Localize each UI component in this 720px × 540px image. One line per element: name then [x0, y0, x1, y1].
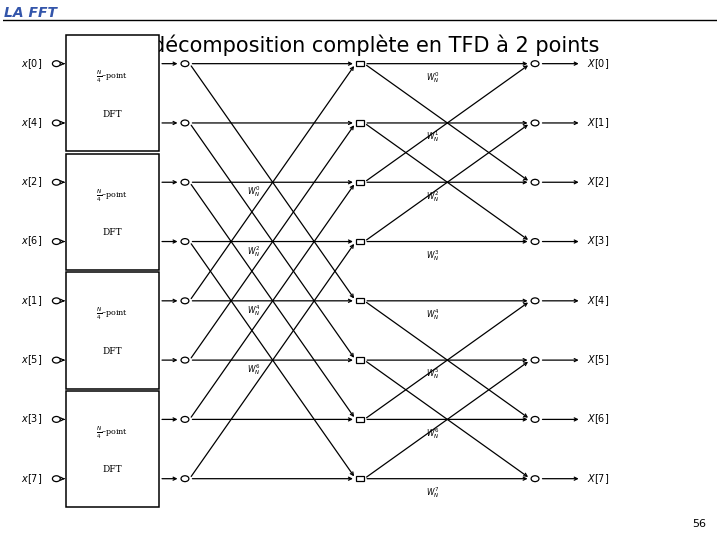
Circle shape: [53, 357, 60, 363]
Bar: [356, 239, 364, 244]
Text: $W_N^0$: $W_N^0$: [248, 184, 261, 199]
Circle shape: [531, 476, 539, 482]
Text: $\frac{N}{4}$–point: $\frac{N}{4}$–point: [96, 187, 128, 204]
Text: 56: 56: [693, 519, 706, 529]
Bar: [66, 154, 158, 270]
Text: $W_N^4$: $W_N^4$: [426, 307, 439, 322]
Text: $W_N^3$: $W_N^3$: [426, 248, 439, 263]
Text: $X[0]$: $X[0]$: [588, 57, 609, 71]
Text: DFT: DFT: [102, 110, 122, 119]
Text: $x[7]$: $x[7]$: [21, 472, 42, 485]
Circle shape: [53, 476, 60, 482]
Text: $X[6]$: $X[6]$: [588, 413, 609, 426]
Text: DFT: DFT: [102, 228, 122, 237]
Circle shape: [181, 120, 189, 126]
Circle shape: [531, 60, 539, 66]
Text: $X[5]$: $X[5]$: [588, 353, 609, 367]
Text: $X[3]$: $X[3]$: [588, 234, 609, 248]
Circle shape: [53, 179, 60, 185]
Text: $x[0]$: $x[0]$: [21, 57, 42, 71]
Circle shape: [181, 416, 189, 422]
Text: $x[5]$: $x[5]$: [21, 353, 42, 367]
Circle shape: [181, 357, 189, 363]
Circle shape: [531, 120, 539, 126]
Circle shape: [53, 416, 60, 422]
Text: $\frac{N}{4}$–point: $\frac{N}{4}$–point: [96, 424, 128, 441]
Text: DFT: DFT: [102, 465, 122, 475]
Bar: [356, 476, 364, 481]
Text: $x[3]$: $x[3]$: [21, 413, 42, 426]
Text: $W_N^6$: $W_N^6$: [248, 362, 261, 377]
Circle shape: [53, 239, 60, 245]
Circle shape: [53, 120, 60, 126]
Text: $x[6]$: $x[6]$: [21, 234, 42, 248]
Text: $X[7]$: $X[7]$: [588, 472, 609, 485]
Text: $W_N^1$: $W_N^1$: [426, 130, 439, 144]
Text: $W_N^4$: $W_N^4$: [248, 303, 261, 318]
Text: $X[1]$: $X[1]$: [588, 116, 609, 130]
Circle shape: [53, 60, 60, 66]
Text: $\frac{N}{4}$–point: $\frac{N}{4}$–point: [96, 306, 128, 322]
Bar: [356, 417, 364, 422]
Text: $W_N^5$: $W_N^5$: [426, 367, 439, 381]
Text: $W_N^6$: $W_N^6$: [426, 426, 439, 441]
Text: $X[4]$: $X[4]$: [588, 294, 609, 308]
Text: $W_N^2$: $W_N^2$: [248, 244, 261, 259]
Text: $x[1]$: $x[1]$: [21, 294, 42, 308]
Circle shape: [181, 298, 189, 304]
Text: $x[4]$: $x[4]$: [21, 116, 42, 130]
Text: $W_N^2$: $W_N^2$: [426, 188, 439, 204]
Circle shape: [531, 298, 539, 304]
Text: $W_N^0$: $W_N^0$: [426, 70, 439, 85]
Text: La décomposition complète en TFD à 2 points: La décomposition complète en TFD à 2 poi…: [121, 35, 599, 56]
Text: DFT: DFT: [102, 347, 122, 356]
Bar: [66, 35, 158, 151]
Circle shape: [531, 357, 539, 363]
Circle shape: [53, 298, 60, 304]
Bar: [66, 272, 158, 389]
Circle shape: [181, 239, 189, 245]
Bar: [356, 180, 364, 185]
Circle shape: [181, 60, 189, 66]
Bar: [356, 61, 364, 66]
Bar: [66, 391, 158, 507]
Text: $X[2]$: $X[2]$: [588, 176, 609, 189]
Text: $x[2]$: $x[2]$: [21, 176, 42, 189]
Circle shape: [181, 476, 189, 482]
Circle shape: [531, 239, 539, 245]
Text: $W_N^7$: $W_N^7$: [426, 485, 439, 500]
Text: $\frac{N}{4}$–point: $\frac{N}{4}$–point: [96, 69, 128, 85]
Bar: [356, 357, 364, 363]
Circle shape: [181, 179, 189, 185]
Bar: [356, 298, 364, 303]
Circle shape: [531, 416, 539, 422]
Circle shape: [531, 179, 539, 185]
Bar: [356, 120, 364, 126]
Text: LA FFT: LA FFT: [4, 6, 57, 20]
